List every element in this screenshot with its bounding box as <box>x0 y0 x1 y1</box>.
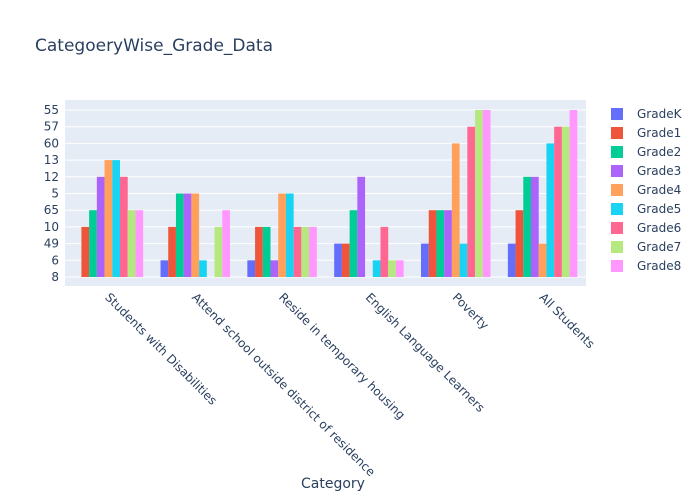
bar <box>349 210 358 277</box>
legend-swatch <box>611 165 623 177</box>
bar <box>199 260 207 277</box>
bar <box>160 260 169 277</box>
bar <box>459 243 468 277</box>
bar <box>135 210 144 277</box>
legend-swatch <box>611 241 623 253</box>
bar <box>262 226 271 277</box>
bar <box>255 226 263 277</box>
bar <box>546 143 555 277</box>
legend-swatch <box>611 260 623 272</box>
bar <box>222 210 230 277</box>
bar <box>191 193 200 277</box>
bar <box>428 210 437 277</box>
bar <box>89 210 97 277</box>
bar <box>112 160 120 277</box>
bar <box>395 260 404 277</box>
y-tick-label: 10 <box>44 220 59 234</box>
legend-label: GradeK <box>637 107 683 121</box>
y-tick-label: 8 <box>51 270 59 284</box>
bar <box>451 143 460 277</box>
bar <box>515 210 524 277</box>
legend-swatch <box>611 203 623 215</box>
bar <box>278 193 286 277</box>
bar <box>81 226 90 277</box>
bar <box>380 226 389 277</box>
bar <box>183 193 192 277</box>
legend-label: Grade1 <box>637 126 681 140</box>
bar <box>214 226 223 277</box>
bar <box>96 176 105 277</box>
bar <box>309 226 317 277</box>
bar <box>388 260 396 277</box>
y-tick-label: 12 <box>44 170 59 184</box>
y-tick-label: 5 <box>51 187 59 201</box>
bar <box>467 126 476 277</box>
bar <box>561 126 570 277</box>
bar <box>421 243 429 277</box>
bar <box>444 210 452 277</box>
bar <box>285 193 294 277</box>
bar <box>538 243 547 277</box>
legend-swatch <box>611 108 623 120</box>
chart-title: CategoeryWise_Grade_Data <box>35 36 273 56</box>
y-tick-label: 65 <box>44 203 59 217</box>
bar <box>175 193 184 277</box>
bar <box>475 110 483 277</box>
y-tick-label: 13 <box>44 153 59 167</box>
bar <box>104 160 113 277</box>
legend-label: Grade8 <box>637 259 681 273</box>
bar <box>554 126 562 277</box>
bar <box>569 110 578 277</box>
legend-label: Grade2 <box>637 145 681 159</box>
bar <box>293 226 302 277</box>
bar <box>127 210 136 277</box>
x-tick-label: Attend school outside district of reside… <box>189 290 378 479</box>
bar <box>372 260 381 277</box>
bar <box>334 243 342 277</box>
legend-label: Grade3 <box>637 164 681 178</box>
bar <box>270 260 279 277</box>
bar <box>341 243 350 277</box>
legend-label: Grade7 <box>637 240 681 254</box>
bar <box>523 176 532 277</box>
y-tick-label: 60 <box>44 136 59 150</box>
bar <box>507 243 516 277</box>
bar <box>357 176 366 277</box>
bar <box>531 176 539 277</box>
x-tick-label: All Students <box>536 290 597 351</box>
legend-swatch <box>611 222 623 234</box>
legend-swatch <box>611 146 623 158</box>
y-tick-label: 57 <box>44 120 59 134</box>
bar <box>119 176 128 277</box>
legend-label: Grade6 <box>637 221 681 235</box>
legend-swatch <box>611 127 623 139</box>
y-tick-label: 55 <box>44 103 59 117</box>
y-tick-label: 49 <box>44 237 59 251</box>
legend-label: Grade5 <box>637 202 681 216</box>
legend-label: Grade4 <box>637 183 681 197</box>
y-tick-label: 6 <box>51 253 59 267</box>
bar <box>247 260 256 277</box>
x-tick-label: Poverty <box>450 290 492 332</box>
x-axis-title: Category <box>301 476 365 492</box>
bar <box>168 226 176 277</box>
bar <box>301 226 310 277</box>
bar <box>436 210 445 277</box>
legend-swatch <box>611 184 623 196</box>
bar <box>482 110 491 277</box>
